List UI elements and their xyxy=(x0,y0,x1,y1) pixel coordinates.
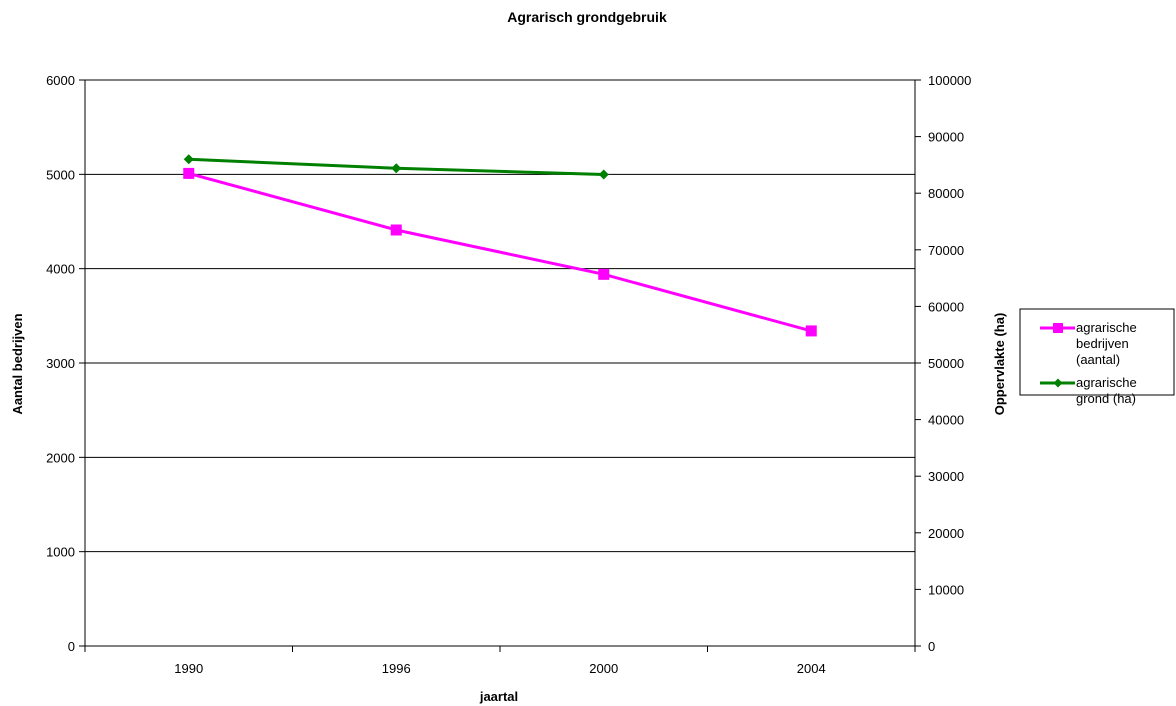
x-tick-label: 2000 xyxy=(589,661,618,676)
data-point-bedrijven xyxy=(805,325,817,337)
x-tick-label: 1990 xyxy=(174,661,203,676)
legend-marker-bedrijven xyxy=(1053,323,1063,333)
y-left-tick-label: 2000 xyxy=(46,450,75,465)
y-right-tick-label: 80000 xyxy=(928,186,964,201)
data-point-grond xyxy=(598,169,609,180)
series-line-bedrijven xyxy=(188,171,812,333)
y-left-tick-label: 3000 xyxy=(46,356,75,371)
y-right-tick-label: 30000 xyxy=(928,469,964,484)
y-left-tick-label: 5000 xyxy=(46,167,75,182)
y-axis-left-title: Aantal bedrijven xyxy=(10,313,25,414)
y-right-tick-label: 60000 xyxy=(928,299,964,314)
legend-label-bedrijven: agrarische bedrijven (aantal) xyxy=(1076,320,1137,367)
data-point-bedrijven xyxy=(183,167,195,179)
axes xyxy=(79,79,921,652)
x-tick-label: 2004 xyxy=(797,661,826,676)
y-right-tick-label: 20000 xyxy=(928,526,964,541)
series-plot xyxy=(183,154,817,337)
y-left-tick-label: 1000 xyxy=(46,545,75,560)
legend-box xyxy=(1019,308,1175,396)
legend-label-grond: agrarische grond (ha) xyxy=(1076,375,1137,406)
y-left-tick-label: 6000 xyxy=(46,73,75,88)
grid-lines xyxy=(85,79,915,553)
chart-title: Agrarisch grondgebruik xyxy=(507,9,667,25)
y-right-tick-label: 40000 xyxy=(928,413,964,428)
legend-marker-grond xyxy=(1053,378,1063,388)
x-tick-label: 1996 xyxy=(382,661,411,676)
y-right-tick-label: 0 xyxy=(928,639,935,654)
data-point-bedrijven xyxy=(598,268,610,280)
y-right-tick-label: 70000 xyxy=(928,243,964,258)
y-right-tick-label: 10000 xyxy=(928,582,964,597)
y-axis-right-title: Oppervlakte (ha) xyxy=(992,313,1007,416)
y-left-tick-label: 4000 xyxy=(46,262,75,277)
tick-labels: 0100020003000400050006000010000200003000… xyxy=(46,73,971,676)
x-axis-title: jaartal xyxy=(479,689,518,704)
y-right-tick-label: 50000 xyxy=(928,356,964,371)
data-point-grond xyxy=(183,154,194,165)
legend: agrarische bedrijven (aantal) agrarische gro… xyxy=(1019,308,1175,406)
data-point-grond xyxy=(391,163,402,174)
y-right-tick-label: 90000 xyxy=(928,130,964,145)
data-point-bedrijven xyxy=(390,224,402,236)
y-left-tick-label: 0 xyxy=(68,639,75,654)
y-right-tick-label: 100000 xyxy=(928,73,971,88)
